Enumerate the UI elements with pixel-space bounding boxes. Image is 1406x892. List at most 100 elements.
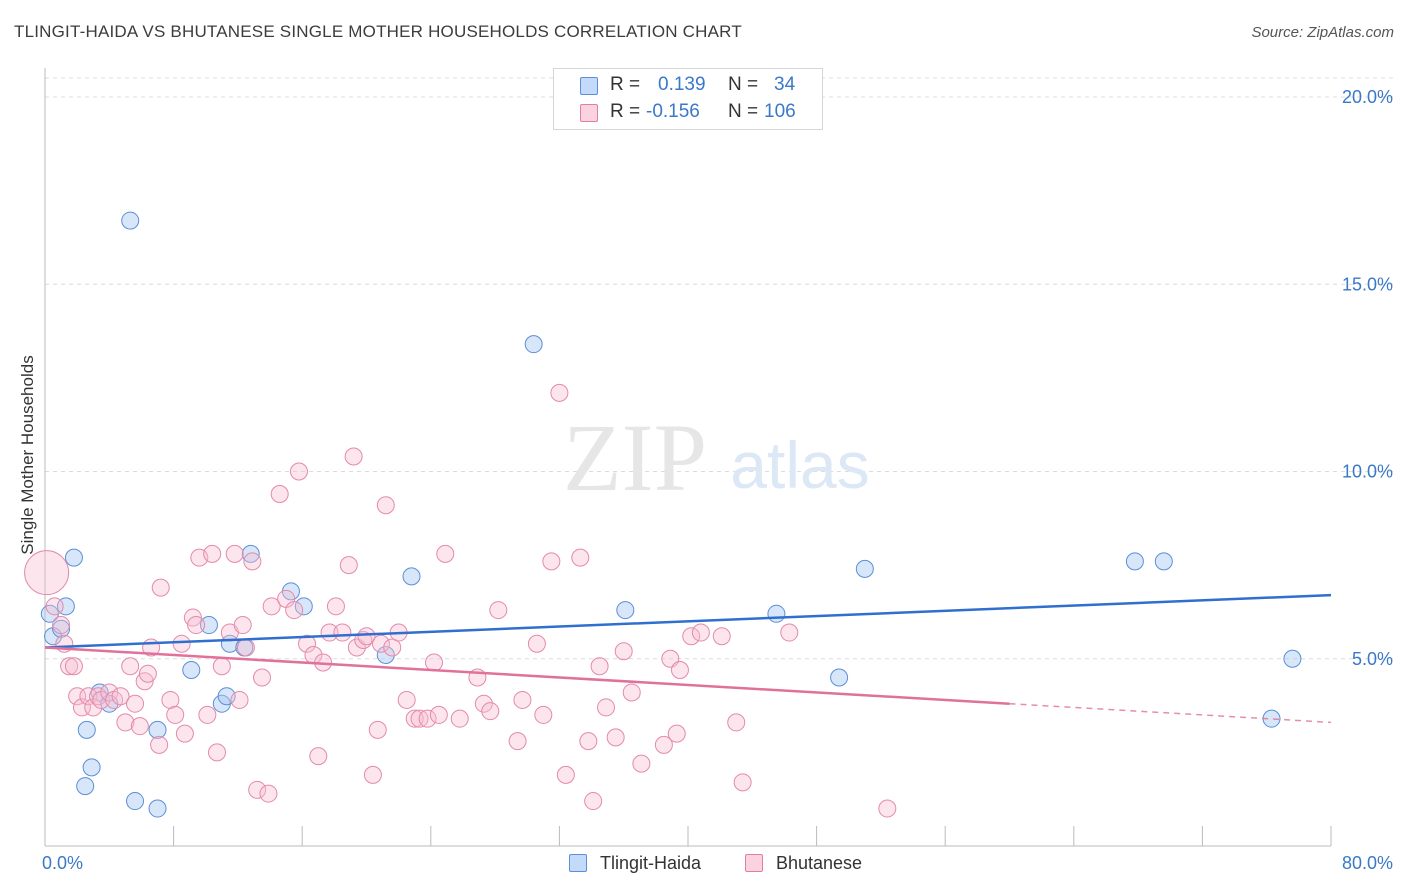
legend-row-bhutanese: R = -0.156 N = 106 bbox=[554, 100, 822, 126]
bhutanese-point bbox=[363, 765, 382, 784]
bhutanese-trend-line bbox=[44, 646, 1010, 705]
bhutanese-point bbox=[571, 548, 590, 567]
y-tick-label: 15.0% bbox=[1342, 274, 1393, 294]
axes bbox=[44, 68, 1332, 847]
bhutanese-point bbox=[151, 578, 170, 597]
legend-label-bhutanese: Bhutanese bbox=[776, 853, 863, 873]
bhutanese-point bbox=[64, 657, 83, 676]
bhutanese-point bbox=[339, 556, 358, 575]
legend-n-value: 34 bbox=[774, 74, 796, 95]
bhutanese-point bbox=[550, 383, 569, 402]
tlingit-point bbox=[126, 792, 145, 811]
bhutanese-point bbox=[161, 690, 180, 709]
bhutanese-point bbox=[590, 657, 609, 676]
bhutanese-point bbox=[527, 634, 546, 653]
legend-n-label: N = bbox=[728, 101, 759, 122]
tlingit-trend-line bbox=[44, 593, 1332, 649]
bhutanese-trend-extension bbox=[1009, 702, 1332, 724]
bhutanese-point bbox=[556, 765, 575, 784]
bhutanese-point bbox=[130, 717, 149, 736]
bhutanese-point bbox=[285, 601, 304, 620]
bhutanese-point bbox=[243, 552, 262, 571]
bhutanese-point bbox=[262, 597, 281, 616]
bhutanese-point bbox=[489, 601, 508, 620]
tlingit-point bbox=[241, 544, 260, 563]
tlingit-point bbox=[82, 758, 101, 777]
tlingit-point bbox=[524, 335, 543, 354]
bhutanese-point bbox=[429, 705, 448, 724]
bhutanese-point bbox=[309, 747, 328, 766]
tlingit-point bbox=[1125, 552, 1144, 571]
source-credit: Source: ZipAtlas.com bbox=[1251, 24, 1394, 41]
bhutanese-point bbox=[187, 616, 206, 635]
bhutanese-point bbox=[682, 627, 701, 646]
bhutanese-point bbox=[712, 627, 731, 646]
bhutanese-point bbox=[606, 728, 625, 747]
tlingit-point bbox=[148, 799, 167, 818]
bhutanese-point bbox=[326, 597, 345, 616]
bhutanese-point bbox=[450, 709, 469, 728]
tlingit-point bbox=[830, 668, 849, 687]
legend-r-value: 0.139 bbox=[658, 74, 706, 95]
bhutanese-point bbox=[667, 724, 686, 743]
bhutanese-point bbox=[52, 616, 71, 635]
bhutanese-point bbox=[212, 657, 231, 676]
legend-r-value: -0.156 bbox=[646, 101, 700, 122]
tlingit-point bbox=[767, 604, 786, 623]
y-tick-label: 10.0% bbox=[1342, 462, 1393, 482]
chart-title: TLINGIT-HAIDA VS BHUTANESE SINGLE MOTHER… bbox=[14, 22, 742, 41]
bhutanese-point bbox=[253, 668, 272, 687]
legend-row-tlingit: R = 0.139 N = 34 bbox=[554, 73, 822, 99]
bhutanese-point bbox=[542, 552, 561, 571]
tlingit-point bbox=[64, 548, 83, 567]
bhutanese-point bbox=[121, 657, 140, 676]
bhutanese-point bbox=[513, 690, 532, 709]
bhutanese-point bbox=[670, 660, 689, 679]
tlingit-point bbox=[199, 616, 218, 635]
legend-label-tlingit: Tlingit-Haida bbox=[600, 853, 702, 873]
bhutanese-point bbox=[236, 638, 255, 657]
bhutanese-point bbox=[116, 713, 135, 732]
bhutanese-point bbox=[534, 705, 553, 724]
legend-n-value: 106 bbox=[764, 101, 796, 122]
bhutanese-point bbox=[289, 462, 308, 481]
legend-n-label: N = bbox=[728, 74, 759, 95]
bhutanese-point bbox=[691, 623, 710, 642]
bhutanese-point bbox=[248, 780, 267, 799]
legend-swatch-bhutanese bbox=[580, 104, 598, 122]
x-tick-label: 80.0% bbox=[1342, 853, 1393, 873]
bhutanese-point bbox=[203, 544, 222, 563]
bhutanese-point bbox=[230, 690, 249, 709]
bhutanese-point bbox=[208, 743, 227, 762]
bhutanese-point bbox=[481, 702, 500, 721]
correlation-legend: R = 0.139 N = 34 R = -0.156 N = 106 bbox=[553, 68, 823, 130]
bhutanese-point bbox=[126, 694, 145, 713]
tlingit-point bbox=[376, 646, 395, 665]
bhutanese-point bbox=[24, 550, 70, 596]
bhutanese-point bbox=[397, 690, 416, 709]
tlingit-point bbox=[182, 660, 201, 679]
bhutanese-point bbox=[508, 732, 527, 751]
bhutanese-point bbox=[436, 544, 455, 563]
bhutanese-point bbox=[383, 638, 402, 657]
bhutanese-point bbox=[150, 735, 169, 754]
gridlines bbox=[45, 77, 1393, 660]
bhutanese-point bbox=[579, 732, 598, 751]
tlingit-point bbox=[148, 720, 167, 739]
bhutanese-point bbox=[614, 642, 633, 661]
bhutanese-point bbox=[45, 597, 64, 616]
bhutanese-point bbox=[138, 664, 157, 683]
watermark-zip: ZIP bbox=[563, 404, 707, 511]
bhutanese-point bbox=[654, 735, 673, 754]
bhutanese-point bbox=[111, 687, 130, 706]
tlingit-point bbox=[1154, 552, 1173, 571]
bhutanese-point bbox=[259, 784, 278, 803]
tlingit-point bbox=[294, 597, 313, 616]
legend-r-label: R = bbox=[610, 101, 641, 122]
bhutanese-point bbox=[371, 634, 390, 653]
bhutanese-point bbox=[344, 447, 363, 466]
bhutanese-point bbox=[878, 799, 897, 818]
bhutanese-point bbox=[474, 694, 493, 713]
bhutanese-point bbox=[405, 709, 424, 728]
